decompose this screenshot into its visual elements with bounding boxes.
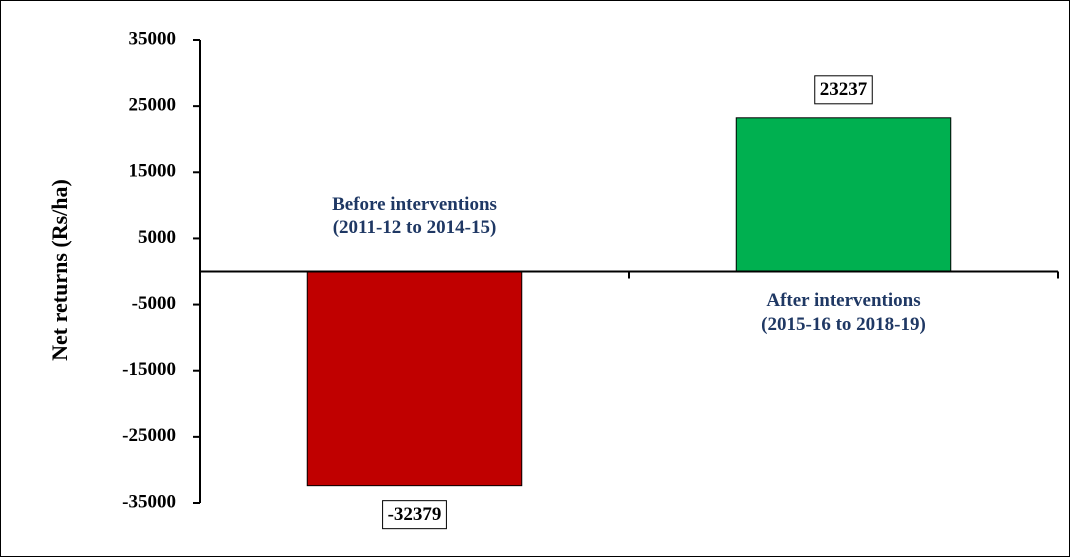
category-label: (2015-16 to 2018-19) — [761, 314, 926, 335]
value-label: 23237 — [820, 79, 868, 100]
category-label: After interventions — [766, 290, 920, 311]
y-tick-label: -5000 — [132, 293, 176, 314]
category-label: Before interventions — [332, 194, 497, 215]
bar — [735, 117, 952, 272]
category-label: (2011-12 to 2014-15) — [333, 217, 497, 238]
y-tick-label: 25000 — [129, 95, 177, 116]
y-tick-label: -15000 — [122, 359, 176, 380]
value-label: -32379 — [388, 504, 442, 525]
y-tick-label: -35000 — [122, 491, 176, 512]
bar — [306, 271, 523, 487]
value-label-box — [814, 75, 873, 105]
y-tick-label: 5000 — [138, 227, 176, 248]
y-tick-label: 15000 — [129, 161, 177, 182]
y-tick-label: -25000 — [122, 425, 176, 446]
y-axis-label: Net returns (Rs/ha) — [47, 179, 72, 361]
value-label-box — [382, 500, 447, 530]
y-tick-label: 35000 — [129, 28, 177, 49]
